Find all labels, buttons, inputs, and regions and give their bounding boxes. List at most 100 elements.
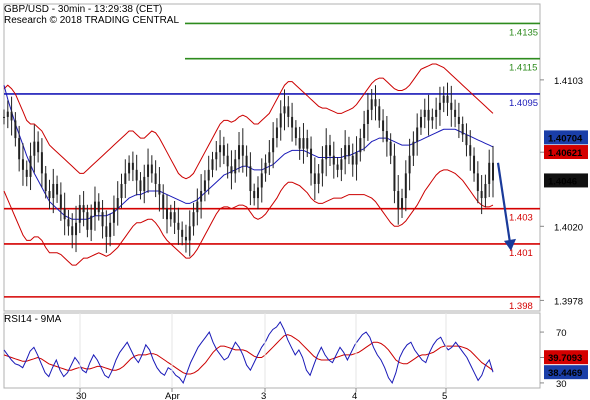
candle-body: [408, 155, 411, 174]
candle-body: [313, 173, 316, 184]
candle-body: [446, 95, 449, 103]
candle-body: [469, 145, 472, 156]
candle-body: [366, 109, 369, 124]
candle-body: [264, 162, 267, 174]
candle-body: [184, 236, 187, 241]
time-tick-label: 5: [442, 391, 447, 400]
candle-body: [442, 95, 445, 103]
candle-body: [234, 159, 237, 174]
candle-body: [131, 162, 134, 170]
rsi-value-tag-bg: [544, 365, 588, 380]
candle-body: [203, 180, 206, 192]
level-label-0: 1.4135: [509, 27, 538, 38]
rsi-ma-tag: 39.7093: [548, 353, 582, 364]
candle-body: [48, 191, 51, 199]
price-tick-label: 1.4020: [554, 222, 583, 233]
candle-body: [211, 159, 214, 170]
candle-body: [287, 106, 290, 117]
upper-band-tag-bg: [544, 130, 588, 145]
candle-body: [249, 166, 252, 192]
candle-body: [321, 159, 324, 174]
candle-body: [188, 226, 191, 241]
price-tick-label: 1.3978: [554, 296, 583, 307]
candle-body: [177, 222, 180, 230]
price-tick-label: 1.4103: [554, 76, 583, 87]
candle-body: [389, 141, 392, 156]
candle-body: [294, 127, 297, 139]
price-tags: 1.40704 1.40621 1.4046: [544, 130, 588, 188]
candle-body: [56, 183, 59, 195]
candle-body: [484, 183, 487, 199]
candle-body: [222, 145, 225, 156]
candle-body: [128, 162, 131, 174]
moving-average: [3, 85, 494, 220]
candle-body: [63, 208, 66, 220]
candle-body: [219, 145, 222, 153]
candle-body: [245, 155, 248, 167]
candle-body: [393, 155, 396, 192]
rsi-tick-label: 70: [556, 328, 567, 339]
candle-body: [457, 116, 460, 124]
candle-body: [207, 169, 210, 181]
time-axis: 30 Apr 3 4 5: [76, 313, 447, 400]
candle-body: [124, 173, 127, 184]
candle-body: [370, 99, 373, 110]
candle-body: [97, 201, 100, 213]
bollinger-upper-line: [3, 63, 494, 180]
forecast-arrow-head: [504, 238, 516, 251]
rsi-line: [3, 320, 494, 384]
candle-body: [355, 152, 358, 165]
candle-body: [196, 201, 199, 213]
candle-body: [291, 116, 294, 128]
candle-body: [18, 138, 21, 160]
rsi-title: RSI14 - 9MA: [4, 314, 62, 325]
candle-body: [82, 205, 85, 213]
candle-body: [241, 145, 244, 156]
level-label-4: 1.401: [509, 248, 533, 259]
candle-body: [3, 116, 5, 118]
candle-body: [382, 120, 385, 132]
candle-body: [336, 164, 339, 170]
candle-body: [109, 222, 112, 237]
candle-body: [363, 123, 366, 139]
price-panel: [3, 3, 541, 312]
candle-body: [461, 123, 464, 135]
candle-body: [306, 138, 309, 149]
upper-band-tag: 1.40704: [548, 133, 583, 144]
level-labels: 1.4135 1.4115 1.4095 1.403 1.401 1.398: [509, 27, 538, 311]
candle-body: [256, 187, 259, 199]
candle-body: [135, 169, 138, 181]
level-label-2: 1.4095: [509, 98, 538, 109]
candle-body: [120, 183, 123, 199]
candle-body: [143, 176, 146, 192]
candle-body: [14, 120, 17, 139]
candle-body: [200, 191, 203, 202]
bollinger-bands: [3, 63, 494, 266]
candle-body: [340, 159, 343, 170]
candle-body: [480, 191, 483, 199]
candle-body: [67, 219, 70, 227]
bollinger-lower-line: [3, 169, 494, 266]
candle-body: [302, 138, 305, 149]
candle-body: [374, 99, 377, 107]
rsi-lines: [3, 320, 494, 384]
candle-body: [37, 141, 40, 153]
candle-body: [378, 106, 381, 121]
candle-body: [351, 155, 354, 165]
candle-body: [492, 162, 494, 181]
candle-body: [454, 109, 457, 117]
candle-body: [253, 191, 256, 199]
candle-body: [93, 201, 96, 216]
last-price-tag-bg: [544, 173, 588, 188]
candle-body: [6, 111, 9, 117]
candle-body: [40, 152, 43, 174]
candle-body: [298, 138, 301, 149]
candle-body: [325, 145, 328, 160]
candle-body: [59, 194, 62, 209]
time-tick-label: 3: [261, 391, 266, 400]
candle-body: [29, 155, 32, 177]
rsi-ma-line: [3, 334, 494, 375]
candle-body: [279, 113, 282, 128]
